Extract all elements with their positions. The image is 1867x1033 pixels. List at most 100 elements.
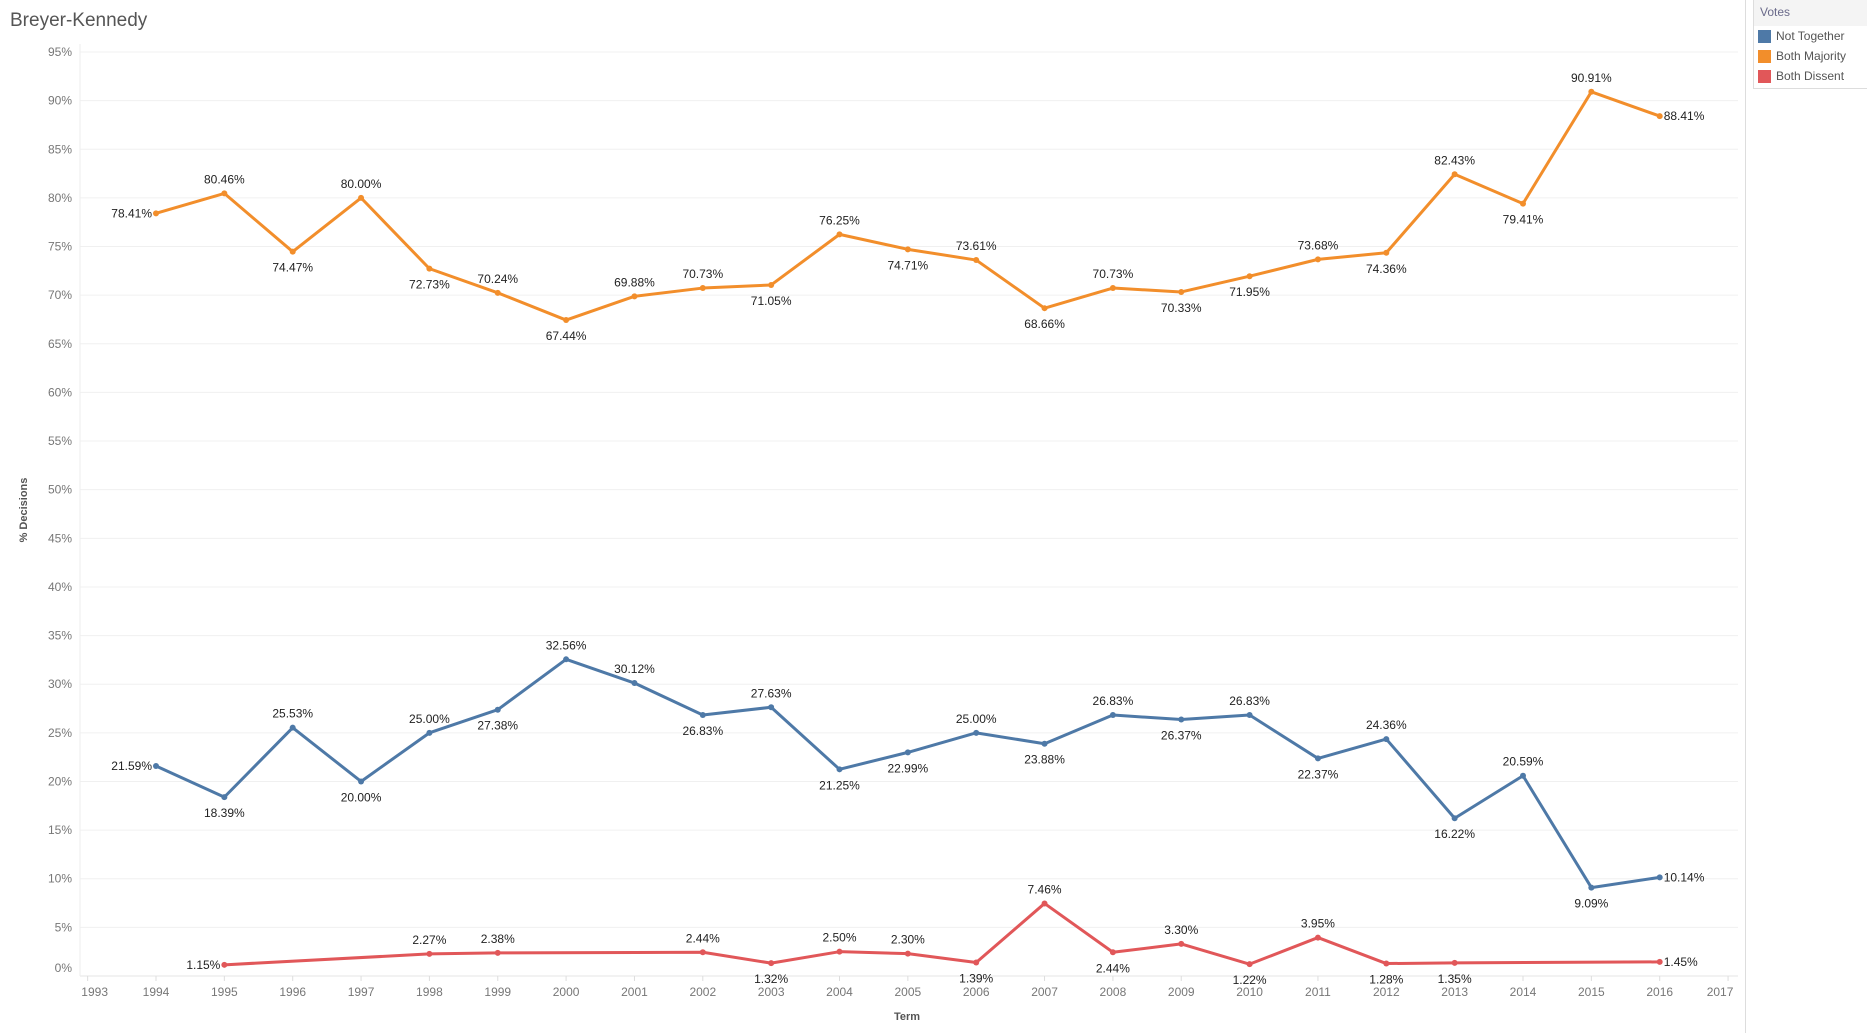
data-point-not-together bbox=[699, 712, 706, 719]
y-tick-label: 90% bbox=[48, 94, 72, 108]
x-tick-label: 2000 bbox=[553, 985, 580, 999]
data-label: 76.25% bbox=[819, 213, 860, 227]
x-tick-label: 2015 bbox=[1578, 985, 1605, 999]
data-point-not-together bbox=[1383, 736, 1390, 743]
data-label: 10.14% bbox=[1664, 870, 1705, 884]
data-point-not-together bbox=[1520, 772, 1526, 779]
x-tick-label: 2016 bbox=[1646, 985, 1673, 999]
data-point-both-majority bbox=[973, 257, 980, 264]
data-point-not-together bbox=[1656, 874, 1663, 881]
data-label: 67.44% bbox=[546, 329, 587, 343]
data-label: 30.12% bbox=[614, 662, 655, 676]
data-label: 71.95% bbox=[1229, 285, 1270, 299]
y-tick-label: 70% bbox=[48, 288, 72, 302]
data-label: 25.00% bbox=[956, 712, 997, 726]
x-tick-label: 2010 bbox=[1236, 985, 1263, 999]
data-label: 1.45% bbox=[1664, 955, 1698, 969]
data-label: 21.59% bbox=[111, 759, 152, 773]
data-point-not-together bbox=[221, 794, 228, 801]
x-tick-label: 2014 bbox=[1510, 985, 1537, 999]
y-tick-label: 35% bbox=[48, 629, 72, 643]
data-label: 7.46% bbox=[1028, 882, 1062, 896]
data-label: 1.22% bbox=[1233, 973, 1267, 987]
data-point-both-dissent bbox=[904, 950, 911, 957]
data-point-both-majority bbox=[426, 265, 433, 272]
data-label: 2.30% bbox=[891, 933, 925, 947]
data-label: 70.73% bbox=[682, 267, 723, 281]
data-point-both-majority bbox=[1451, 171, 1458, 178]
data-point-not-together bbox=[836, 766, 843, 773]
data-point-not-together bbox=[426, 729, 433, 736]
data-point-both-dissent bbox=[1314, 934, 1321, 941]
x-tick-label: 1998 bbox=[416, 985, 443, 999]
data-label: 22.37% bbox=[1298, 767, 1339, 781]
x-tick-label: 1996 bbox=[279, 985, 306, 999]
legend-label: Both Majority bbox=[1776, 49, 1847, 63]
x-tick-label: 2001 bbox=[621, 985, 648, 999]
y-tick-label: 95% bbox=[48, 45, 72, 59]
data-point-both-majority bbox=[563, 317, 570, 324]
data-point-both-dissent bbox=[1656, 958, 1663, 965]
x-tick-label: 2006 bbox=[963, 985, 990, 999]
data-label: 24.36% bbox=[1366, 718, 1407, 732]
y-tick-label: 25% bbox=[48, 726, 72, 740]
x-tick-label: 1999 bbox=[484, 985, 511, 999]
data-label: 2.44% bbox=[686, 931, 720, 945]
data-label: 82.43% bbox=[1434, 153, 1475, 167]
data-label: 68.66% bbox=[1024, 317, 1065, 331]
data-label: 23.88% bbox=[1024, 753, 1065, 767]
data-point-both-majority bbox=[1588, 88, 1595, 95]
data-label: 78.41% bbox=[111, 206, 152, 220]
legend-item-both-dissent[interactable]: Both Dissent bbox=[1754, 66, 1867, 86]
legend-item-not-together[interactable]: Not Together bbox=[1754, 26, 1867, 46]
y-tick-label: 5% bbox=[55, 920, 73, 934]
data-label: 1.28% bbox=[1369, 973, 1403, 987]
x-tick-label: 1995 bbox=[211, 985, 238, 999]
x-tick-label: 2005 bbox=[894, 985, 921, 999]
data-point-not-together bbox=[1178, 716, 1185, 723]
data-label: 3.95% bbox=[1301, 917, 1335, 931]
data-label: 1.15% bbox=[186, 958, 220, 972]
data-point-both-dissent bbox=[426, 950, 433, 957]
y-tick-label: 15% bbox=[48, 823, 72, 837]
data-label: 74.47% bbox=[272, 261, 313, 275]
data-point-both-dissent bbox=[1041, 900, 1048, 907]
legend-title: Votes bbox=[1754, 0, 1867, 26]
data-label: 1.35% bbox=[1438, 972, 1472, 986]
series-line-both-majority bbox=[155, 90, 1661, 322]
data-point-both-dissent bbox=[836, 948, 843, 955]
data-label: 25.00% bbox=[409, 712, 450, 726]
x-tick-label: 1993 bbox=[81, 985, 108, 999]
data-point-both-majority bbox=[358, 194, 365, 201]
data-label: 69.88% bbox=[614, 275, 655, 289]
y-tick-label: 85% bbox=[48, 142, 72, 156]
x-tick-label: 2003 bbox=[758, 985, 785, 999]
data-label: 26.83% bbox=[682, 724, 723, 738]
data-point-not-together bbox=[1246, 712, 1253, 719]
data-point-both-majority bbox=[1314, 256, 1321, 263]
data-label: 90.91% bbox=[1571, 71, 1612, 85]
data-point-not-together bbox=[768, 704, 775, 711]
data-point-both-majority bbox=[1178, 288, 1185, 295]
data-label: 27.63% bbox=[751, 686, 792, 700]
data-point-both-majority bbox=[221, 190, 228, 197]
data-point-both-majority bbox=[153, 210, 159, 217]
data-label: 9.09% bbox=[1574, 897, 1608, 911]
data-point-not-together bbox=[904, 749, 911, 756]
data-label: 1.39% bbox=[959, 971, 993, 985]
data-point-not-together bbox=[358, 778, 365, 785]
x-tick-label: 2017 bbox=[1707, 985, 1734, 999]
data-point-both-dissent bbox=[1246, 961, 1253, 968]
y-tick-label: 60% bbox=[48, 385, 72, 399]
legend-swatch bbox=[1758, 29, 1771, 43]
data-label: 74.71% bbox=[887, 258, 928, 272]
data-label: 18.39% bbox=[204, 806, 245, 820]
legend-item-both-majority[interactable]: Both Majority bbox=[1754, 46, 1867, 66]
data-point-not-together bbox=[973, 729, 980, 736]
x-tick-label: 2012 bbox=[1373, 985, 1400, 999]
data-point-both-dissent bbox=[973, 959, 980, 966]
data-point-both-majority bbox=[494, 289, 501, 296]
legend-label: Both Dissent bbox=[1776, 69, 1845, 83]
data-label: 26.37% bbox=[1161, 729, 1202, 743]
y-tick-label: 50% bbox=[48, 483, 72, 497]
